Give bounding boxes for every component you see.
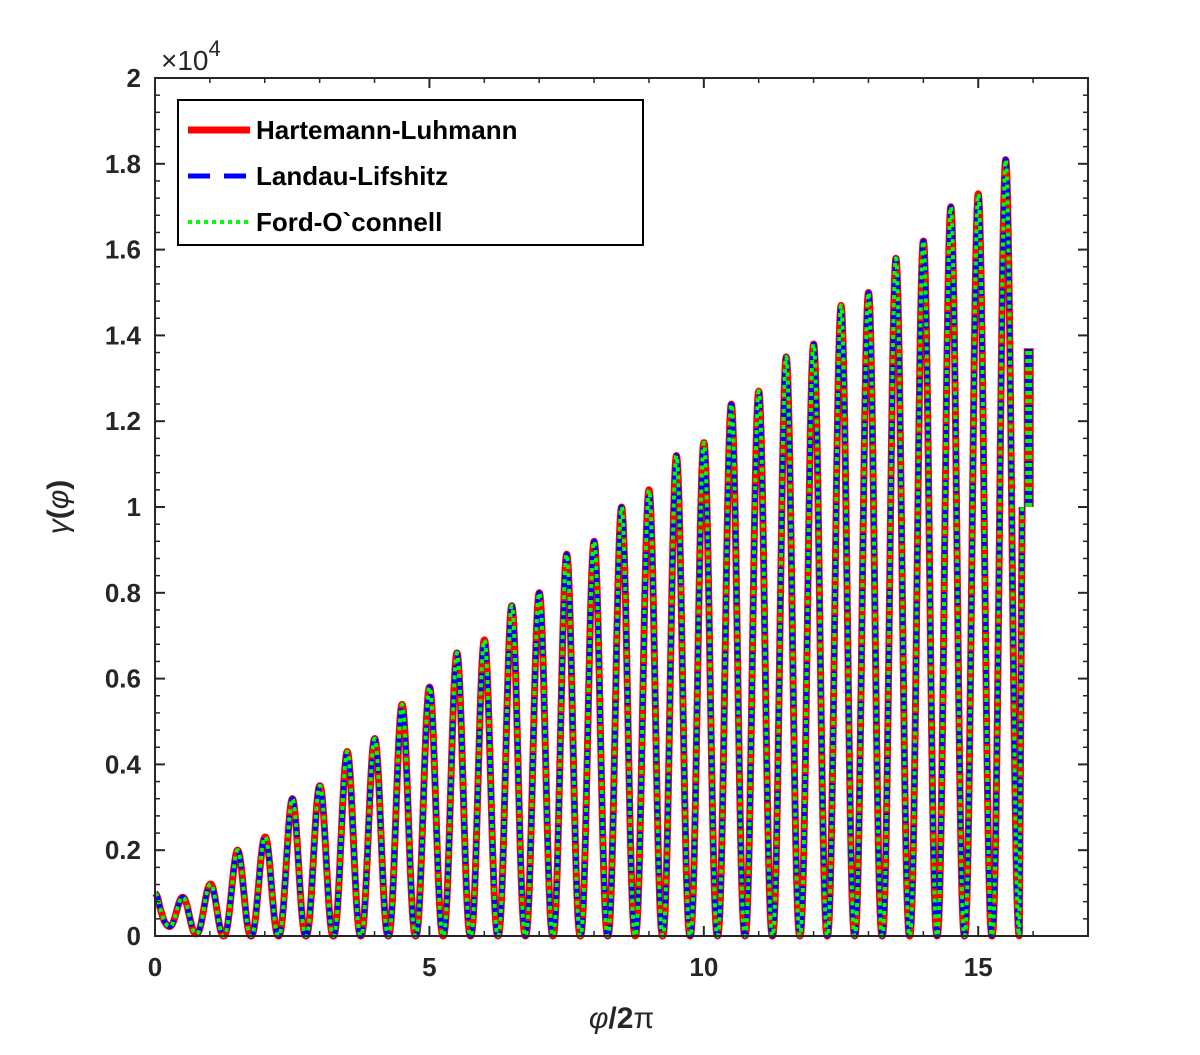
y-axis-label: γ(φ) [42,480,75,535]
y-tick-label: 0.2 [105,835,141,865]
series-layer [151,156,1034,940]
y-axis-exponent-label: ×104 [161,36,221,76]
series-line-2 [153,157,1025,938]
y-tick-label: 0.4 [105,749,142,779]
legend-label-ford-oconnell: Ford-O`connell [256,207,442,237]
labels-layer: 0 5 10 15 0 0.2 0.4 0.6 0.8 1 1.2 1.4 1.6 1.8 2 [105,63,993,982]
x-axis-label: φ/2π [589,1002,654,1035]
series-ford-o-connell [153,157,1033,938]
x-tick-label: 10 [689,952,718,982]
legend-label-landau-lifshitz: Landau-Lifshitz [256,161,448,191]
y-tick-label: 1.8 [105,149,141,179]
legend: Hartemann-Luhmann Landau-Lifshitz Ford-O… [177,99,644,246]
legend-label-hartemann-luhmann: Hartemann-Luhmann [256,115,517,145]
y-tick-label: 1.6 [105,235,141,265]
y-tick-label: 1.2 [105,406,141,436]
y-tick-label: 2 [127,63,141,93]
x-tick-label: 5 [422,952,436,982]
y-tick-label: 1 [127,492,141,522]
y-tick-label: 1.4 [105,320,142,350]
ticks-layer [154,77,1089,937]
x-tick-label: 0 [148,952,162,982]
y-tick-label: 0.6 [105,664,141,694]
legend-box [177,99,644,246]
x-tick-label: 15 [964,952,993,982]
y-tick-label: 0 [127,921,141,951]
y-tick-label: 0.8 [105,578,141,608]
